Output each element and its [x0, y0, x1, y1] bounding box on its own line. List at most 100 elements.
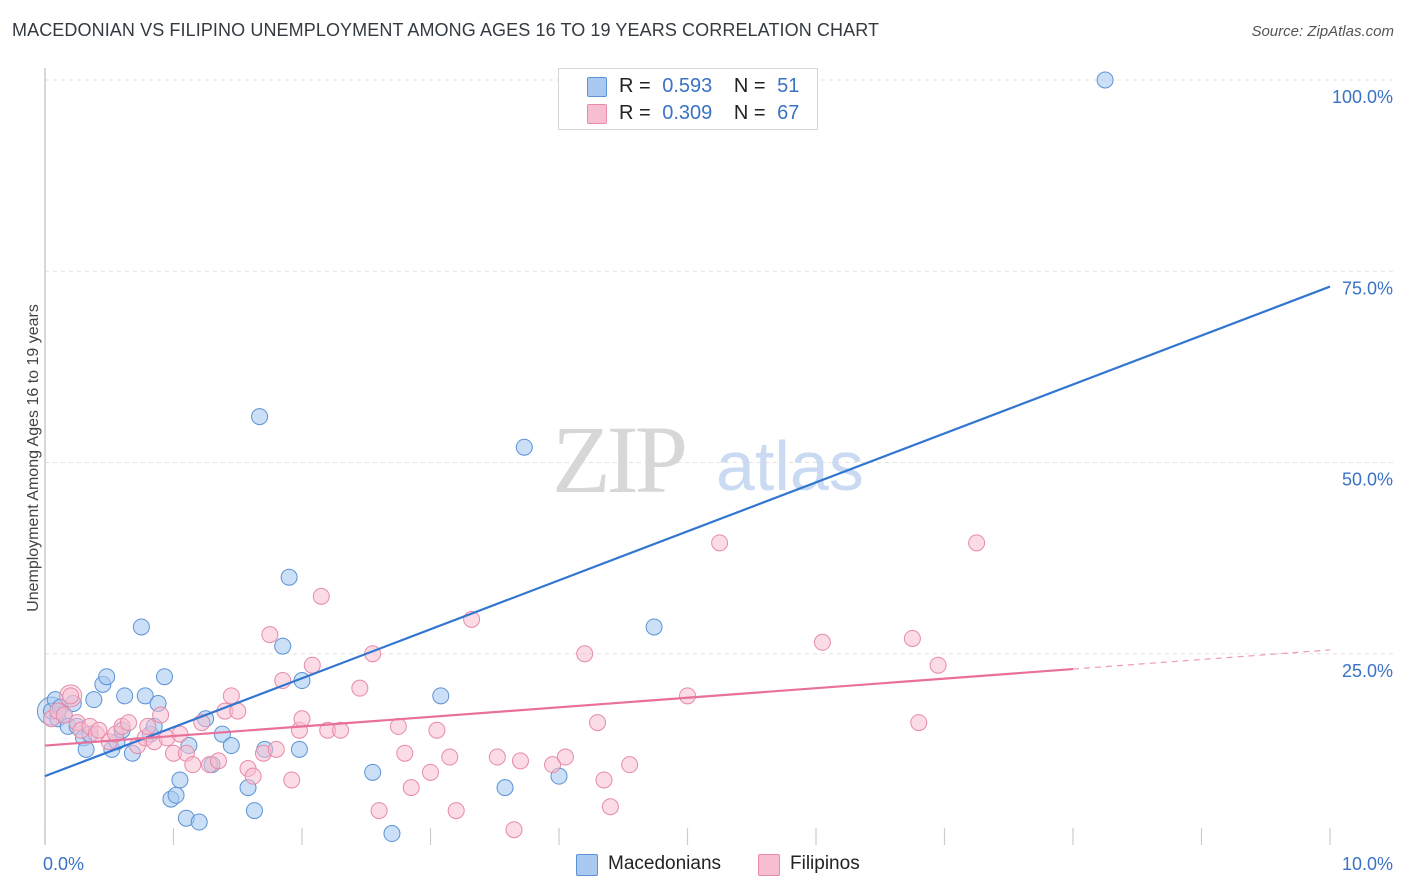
filipinos-point — [222, 687, 240, 705]
x-tick-label: 0.0% — [43, 854, 84, 874]
watermark-zip: ZIP — [552, 406, 685, 513]
y-tick-label: 25.0% — [1342, 661, 1393, 681]
macedonians-point — [290, 740, 308, 758]
macedonians-point — [496, 779, 514, 797]
filipinos-point — [511, 752, 529, 770]
legend-n-value: 51 — [777, 75, 800, 97]
filipinos-point — [244, 767, 262, 785]
filipinos-point — [293, 710, 311, 728]
legend-swatch-macedonians — [587, 77, 607, 97]
macedonians-trend-line — [44, 285, 1331, 778]
watermark: ZIP atlas — [552, 406, 864, 513]
macedonians-point — [515, 438, 533, 456]
filipinos-point — [910, 714, 928, 732]
bottom-legend-swatch-filipinos — [758, 854, 780, 876]
filipinos-point — [332, 721, 350, 739]
filipinos-point — [303, 656, 321, 674]
filipinos-point — [441, 748, 459, 766]
filipinos-point — [929, 656, 947, 674]
legend-n-value: 67 — [777, 102, 800, 124]
filipinos-trend-extension — [1072, 649, 1331, 670]
filipinos-point — [544, 756, 562, 774]
filipinos-point — [422, 763, 439, 781]
macedonians-point — [156, 668, 174, 686]
filipinos-point — [903, 629, 921, 647]
macedonians-point — [222, 737, 240, 755]
source-label: Source: ZipAtlas.com — [1251, 23, 1394, 40]
macedonians-point — [116, 687, 134, 705]
macedonians-point — [98, 668, 116, 686]
filipinos-point — [267, 740, 285, 758]
legend-r-value: 0.309 — [662, 102, 713, 124]
chart-title: MACEDONIAN VS FILIPINO UNEMPLOYMENT AMON… — [12, 20, 880, 40]
macedonians-point — [383, 825, 401, 843]
filipinos-point — [428, 721, 446, 739]
filipinos-point — [152, 706, 170, 724]
filipinos-point — [556, 748, 574, 766]
macedonians-point — [274, 637, 292, 655]
filipinos-point — [139, 717, 157, 735]
legend-r-label: R = — [619, 75, 651, 97]
filipinos-point — [402, 779, 420, 797]
filipinos-point — [312, 587, 330, 605]
bottom-legend-swatch-macedonians — [576, 854, 598, 876]
filipinos-point — [595, 771, 613, 789]
filipinos-point — [679, 687, 696, 705]
filipinos-trend-line — [44, 667, 1074, 747]
gridlines — [45, 79, 1395, 655]
legend-n-label: N = — [733, 102, 766, 124]
macedonians-point — [280, 568, 298, 586]
macedonians-point — [132, 618, 150, 636]
filipinos-point — [968, 534, 986, 552]
macedonians-point — [645, 618, 663, 636]
macedonians-point — [77, 740, 95, 758]
macedonians-point — [167, 786, 185, 804]
filipinos-point — [283, 771, 301, 789]
bottom-legend-label: Macedonians — [608, 853, 722, 874]
filipinos-point — [370, 802, 388, 820]
axes — [44, 68, 1331, 845]
y-axis-label: Unemployment Among Ages 16 to 19 years — [25, 304, 42, 612]
y-tick-label: 100.0% — [1332, 87, 1393, 107]
macedonians-point — [432, 687, 450, 705]
filipinos-point — [505, 821, 523, 839]
filipinos-point — [589, 714, 607, 732]
macedonians-point — [245, 802, 263, 820]
macedonians-point — [171, 771, 189, 789]
filipinos-point — [389, 717, 407, 735]
filipinos-point — [62, 687, 80, 705]
trend-lines — [44, 285, 1331, 778]
filipinos-point — [711, 534, 729, 552]
macedonians-point — [364, 763, 382, 781]
legend-swatch-filipinos — [587, 104, 607, 124]
filipinos-point — [621, 756, 639, 774]
tick-labels: 25.0% 50.0% 75.0% 100.0% 0.0% 10.0% — [43, 87, 1393, 874]
macedonians-point — [251, 408, 269, 426]
filipinos-point — [55, 706, 73, 724]
filipinos-point — [447, 802, 465, 820]
macedonians-point — [136, 687, 154, 705]
filipinos-point — [601, 798, 619, 816]
macedonians-point — [213, 725, 231, 743]
series-filipinos-points — [42, 534, 986, 839]
legend-r-value: 0.593 — [662, 75, 713, 97]
x-tick-label: 10.0% — [1342, 854, 1393, 874]
legend-n-label: N = — [733, 75, 766, 97]
filipinos-point — [813, 633, 831, 651]
filipinos-point — [184, 756, 202, 774]
filipinos-point — [351, 679, 369, 697]
filipinos-point — [261, 626, 279, 644]
macedonians-point — [85, 691, 103, 709]
y-tick-label: 75.0% — [1342, 278, 1393, 298]
legend: R = 0.593 N = 51 R = 0.309 N = 67 — [558, 68, 818, 130]
macedonians-point — [1096, 71, 1114, 89]
filipinos-point — [120, 714, 138, 732]
filipinos-point — [396, 744, 414, 762]
bottom-legend-label: Filipinos — [790, 853, 860, 874]
filipinos-point — [576, 645, 594, 663]
filipinos-point — [90, 721, 108, 739]
filipinos-point — [488, 748, 506, 766]
macedonians-point — [190, 813, 208, 831]
legend-r-label: R = — [619, 102, 651, 124]
